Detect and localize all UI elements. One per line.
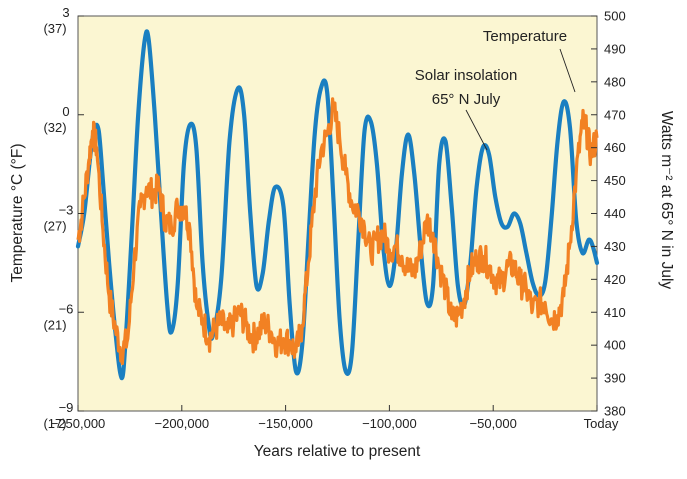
series-line-insolation	[75, 29, 600, 381]
y-left-tick-sublabel: (17)	[43, 416, 66, 431]
y-right-axis-title: Watts m⁻² at 65° N in July	[658, 111, 675, 290]
annotation-insolation-leader	[465, 109, 488, 151]
x-tick-label: −50,000	[470, 416, 517, 431]
y-right-tick-label: 480	[604, 74, 626, 89]
y-right-tick-label: 440	[604, 206, 626, 221]
y-left-axis-title: Temperature °C (°F)	[9, 143, 26, 282]
annotation-insolation-line2: 65° N July	[432, 91, 501, 108]
y-right-tick-label: 460	[604, 140, 626, 155]
x-tick-label: −200,000	[155, 416, 210, 431]
y-right-axis-ticks: 500 490 480 470 460 450 440 430 420 410 400 390 380	[591, 9, 626, 419]
y-right-tick-label: 500	[604, 9, 626, 24]
y-right-tick-label: 430	[604, 239, 626, 254]
y-left-tick-sublabel: (37)	[43, 21, 66, 36]
y-right-tick-label: 420	[604, 272, 626, 287]
y-left-tick-sublabel: (32)	[43, 120, 66, 135]
y-right-tick-label: 400	[604, 338, 626, 353]
y-right-tick-label: 390	[604, 371, 626, 386]
x-tick-label: Today	[584, 416, 619, 431]
y-right-tick-label: 470	[604, 107, 626, 122]
y-right-tick-label: 450	[604, 173, 626, 188]
y-left-tick-sublabel: (21)	[43, 317, 66, 332]
y-right-tick-label: 410	[604, 305, 626, 320]
plot-background	[77, 15, 598, 412]
x-tick-label: −100,000	[362, 416, 417, 431]
y-left-tick-label: 0	[62, 104, 69, 119]
y-right-tick-label: 380	[604, 404, 626, 419]
annotation-layer: Temperature Solar insolation 65° N July	[415, 28, 576, 151]
annotation-insolation-line1: Solar insolation	[415, 67, 518, 84]
x-axis-ticks: −250,000 −200,000 −150,000 −100,000 −50,000 T…	[51, 405, 619, 431]
y-left-tick-sublabel: (27)	[43, 219, 66, 234]
y-left-tick-label: −3	[59, 203, 74, 218]
y-left-tick-label: −9	[59, 400, 74, 415]
x-axis-title: Years relative to present	[254, 443, 421, 460]
series-layer	[75, 29, 600, 381]
series-line-temperature	[76, 97, 599, 366]
y-left-tick-label: −6	[59, 301, 74, 316]
y-left-axis-ticks: 3(37) 0(32) −3(27) −6(21) −9(17)	[43, 5, 84, 431]
x-tick-label: −250,000	[51, 416, 106, 431]
x-tick-label: −150,000	[258, 416, 313, 431]
y-right-tick-label: 490	[604, 41, 626, 56]
annotation-temperature-leader	[559, 48, 576, 93]
y-left-tick-label: 3	[62, 5, 69, 20]
annotation-temperature: Temperature	[483, 28, 567, 45]
